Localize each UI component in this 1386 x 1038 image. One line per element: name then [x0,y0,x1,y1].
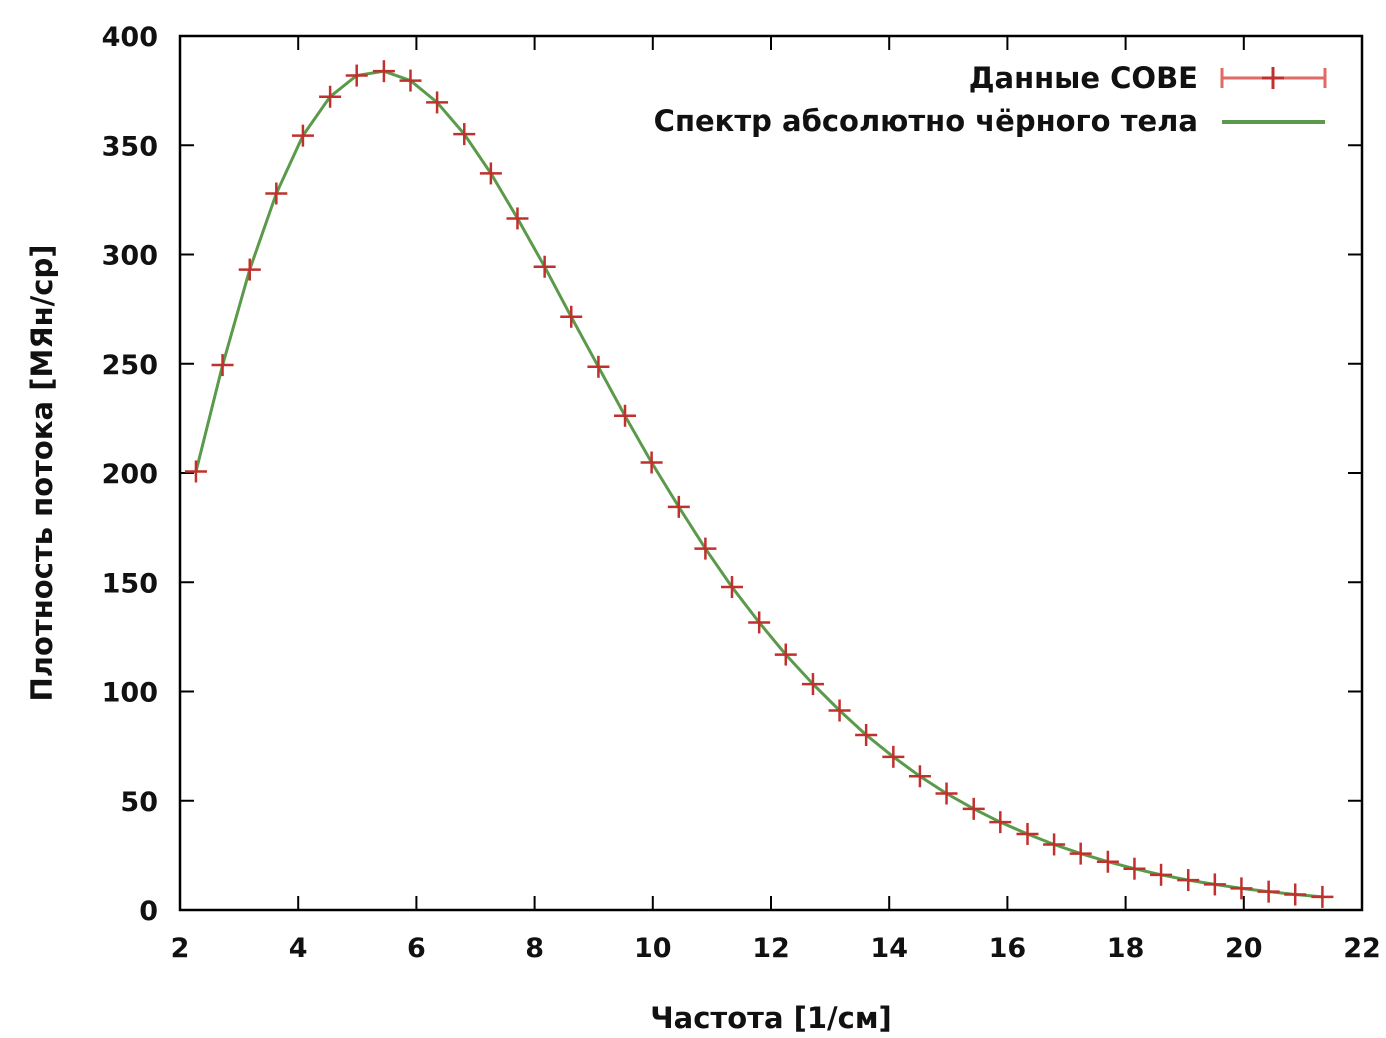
y-tick-label: 350 [102,131,158,162]
cobe-point [399,69,422,92]
cobe-point [962,797,985,820]
cobe-point [614,404,637,427]
x-tick-labels: 2 4 6 8 10 12 14 16 18 20 22 [171,933,1381,964]
x-tick-label: 12 [752,933,790,964]
axis-ticks [179,35,1363,911]
cobe-point [855,723,878,746]
x-tick-label: 2 [171,933,190,964]
cobe-point [506,207,529,230]
cobe-point [587,355,610,378]
cobe-point [345,64,368,87]
cobe-point [184,460,207,483]
cobe-point [265,182,288,205]
cobe-point [1230,877,1253,900]
cobe-point [1257,880,1280,903]
cobe-point [720,576,743,599]
legend-symbol-cobe [1220,67,1327,89]
x-tick-label: 22 [1343,933,1381,964]
cobe-point [238,258,261,281]
cobe-point [908,765,931,788]
cobe-point [479,162,502,185]
cobe-point [640,451,663,474]
y-tick-label: 200 [102,459,158,490]
y-axis-title: Плотность потока [МЯн/ср] [25,245,59,702]
y-tick-label: 400 [102,22,158,53]
cobe-point [694,537,717,560]
x-tick-label: 14 [870,933,908,964]
cobe-point [1043,833,1066,856]
x-tick-label: 4 [289,933,308,964]
cobe-point [1069,842,1092,865]
x-tick-label: 20 [1225,933,1263,964]
cobe-point [1150,863,1173,886]
y-tick-label: 250 [102,350,158,381]
cobe-point [667,495,690,518]
x-axis-title: Частота [1/см] [650,1001,892,1035]
cobe-point [1177,869,1200,892]
cobe-point [1284,883,1307,906]
cobe-point [1016,822,1039,845]
x-tick-label: 10 [634,933,672,964]
blackbody-curve [194,69,1323,899]
blackbody-series [194,69,1323,899]
cobe-point [372,60,395,83]
cobe-point [1123,857,1146,880]
plot-frame [178,34,1364,912]
cobe-point [989,811,1012,834]
cobe-point [935,782,958,805]
cobe-point [828,699,851,722]
cobe-point [453,123,476,146]
y-tick-label: 0 [139,896,158,927]
cobe-point [801,673,824,696]
cobe-point [882,745,905,768]
x-tick-label: 16 [989,933,1027,964]
cobe-point [291,124,314,147]
cobe-point [774,643,797,666]
cobe-point [1311,885,1334,908]
cobe-point [319,85,342,108]
y-tick-label: 50 [120,787,158,818]
cobe-point [1203,873,1226,896]
cobe-point [426,91,449,114]
x-tick-label: 6 [407,933,426,964]
y-tick-label: 300 [102,241,158,272]
x-tick-label: 18 [1107,933,1145,964]
legend-label-blackbody: Спектр абсолютно чёрного тела [654,104,1198,138]
cobe-point [748,611,771,634]
x-tick-label: 8 [525,933,544,964]
cobe-point [533,255,556,278]
cobe-point [1096,850,1119,873]
legend-label-cobe: Данные COBE [969,61,1198,95]
cobe-point [211,354,234,377]
cobe-series [184,60,1334,908]
y-tick-labels: 0 50 100 150 200 250 300 350 400 [102,22,158,927]
y-tick-label: 150 [102,568,158,599]
cobe-point [560,305,583,328]
legend: Данные COBE Спектр абсолютно чёрного тел… [654,61,1327,138]
y-tick-label: 100 [102,678,158,709]
